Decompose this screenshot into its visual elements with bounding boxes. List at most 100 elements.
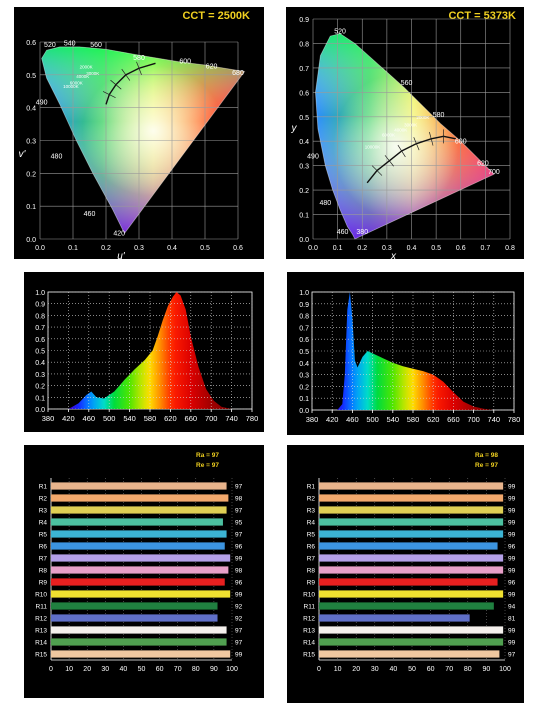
value-label: 99 xyxy=(508,592,516,599)
cri-bar xyxy=(51,566,229,574)
y-tick-label: 0.1 xyxy=(35,395,45,402)
x-tick-label: 460 xyxy=(83,414,96,423)
category-label: R2 xyxy=(307,496,316,503)
x-tick-label: 380 xyxy=(306,415,319,424)
value-label: 94 xyxy=(508,604,516,611)
cct-label: 4000K xyxy=(394,127,407,132)
y-tick-label: 0.2 xyxy=(35,384,45,391)
y-tick-label: 0.1 xyxy=(299,396,309,403)
cct-label: 2000K xyxy=(80,64,93,69)
category-label: R9 xyxy=(307,580,316,587)
x-tick-label: 740 xyxy=(225,414,238,423)
cct-label: 4000K xyxy=(76,74,89,79)
y-tick-label: 0.3 xyxy=(299,373,309,380)
cri-bar xyxy=(319,566,504,574)
y-tick-label: 0.9 xyxy=(299,302,309,309)
cri-bar xyxy=(51,626,227,634)
category-label: R14 xyxy=(303,640,315,647)
x-tick-label: 20 xyxy=(83,666,91,673)
value-label: 96 xyxy=(508,580,516,587)
x-tick-label: 10 xyxy=(65,666,73,673)
y-tick-label: 0.4 xyxy=(35,360,45,367)
y-tick-label: 1.0 xyxy=(35,290,45,297)
category-label: R12 xyxy=(35,616,47,623)
isotherm-line xyxy=(413,137,420,151)
cct-label: 10000K xyxy=(365,145,381,150)
y-tick-label: 0.0 xyxy=(299,237,309,244)
wavelength-label: 560 xyxy=(90,42,102,49)
y-tick-label: 0.6 xyxy=(299,337,309,344)
category-label: R10 xyxy=(35,592,47,599)
cri-bar xyxy=(319,626,504,634)
x-tick-label: 0.3 xyxy=(134,245,144,252)
x-tick-label: 80 xyxy=(464,666,472,673)
spectrum-left-panel: 0.0 0.1 0.2 0.3 0.4 0.5 0.6 0.7 0.8 0.9 1.0 380 420 4… xyxy=(24,272,264,432)
cri-left-chart: Ra = 97 Re = 97 0 10 20 30 40 50 60 70 80 90 100 R1 97… xyxy=(35,452,243,673)
cct-label: 6000K xyxy=(382,132,395,137)
isotherm-line xyxy=(397,144,406,158)
planckian-locus xyxy=(105,62,156,105)
y-tick-label: 0.7 xyxy=(299,66,309,73)
category-label: R13 xyxy=(35,628,47,635)
cri-bar xyxy=(319,554,504,562)
cri-bar xyxy=(319,494,504,502)
x-tick-label: 0.0 xyxy=(35,245,45,252)
wavelength-label: 540 xyxy=(64,40,76,47)
y-axis-label: v' xyxy=(19,149,27,160)
wavelength-label: 480 xyxy=(319,200,331,207)
x-tick-label: 40 xyxy=(120,666,128,673)
x-tick-label: 90 xyxy=(483,666,491,673)
y-tick-label: 0.1 xyxy=(26,204,36,211)
value-label: 92 xyxy=(235,616,243,623)
y-tick-label: 0.8 xyxy=(299,41,309,48)
isotherm-line xyxy=(110,79,122,90)
x-tick-label: 0.3 xyxy=(382,245,392,252)
cri-left-panel: Ra = 97 Re = 97 0 10 20 30 40 50 60 70 80 90 100 R1 97… xyxy=(24,445,264,698)
cri-bar xyxy=(319,614,470,622)
cri-right-panel: Ra = 98 Re = 97 0 10 20 30 40 50 60 70 80 90 100 R1 99… xyxy=(287,445,524,703)
cri-annotation: Re = 97 xyxy=(196,462,219,469)
y-tick-label: 0.7 xyxy=(35,325,45,332)
x-tick-label: 620 xyxy=(427,415,440,424)
x-tick-label: 0.6 xyxy=(233,245,243,252)
cri-annotation: Ra = 98 xyxy=(475,452,498,459)
category-label: R4 xyxy=(307,520,316,527)
value-label: 95 xyxy=(235,520,243,527)
cie-uv-chart: CCT = 2500K 0.0 0.1 0.2 0.3 0.4 0.5 0.6 0.0 0.1 0.… xyxy=(19,10,251,259)
wavelength-label: 580 xyxy=(433,112,445,119)
value-label: 97 xyxy=(508,652,516,659)
y-tick-label: 0.1 xyxy=(299,213,309,220)
x-tick-label: 0.4 xyxy=(167,245,177,252)
x-tick-label: 80 xyxy=(192,666,200,673)
value-label: 97 xyxy=(235,640,243,647)
value-label: 99 xyxy=(508,496,516,503)
x-tick-label: 0.4 xyxy=(407,245,417,252)
x-tick-label: 0.7 xyxy=(481,245,491,252)
cct-label: 10000K xyxy=(63,84,79,89)
y-tick-label: 0.2 xyxy=(299,384,309,391)
x-tick-label: 0 xyxy=(49,666,53,673)
cri-bar xyxy=(51,602,218,610)
wavelength-label: 680 xyxy=(232,70,244,77)
x-tick-label: 50 xyxy=(408,666,416,673)
gamut-white-point xyxy=(41,46,245,234)
x-axis-label: x xyxy=(390,251,397,259)
wavelength-label: 580 xyxy=(133,55,145,62)
x-tick-label: 660 xyxy=(185,414,198,423)
y-axis-label: y xyxy=(291,123,298,134)
y-tick-label: 0.0 xyxy=(35,407,45,414)
y-tick-label: 0.3 xyxy=(299,164,309,171)
x-tick-label: 0.1 xyxy=(68,245,78,252)
value-label: 97 xyxy=(235,628,243,635)
x-tick-label: 0.1 xyxy=(333,245,343,252)
y-tick-label: 1.0 xyxy=(299,290,309,297)
cri-bar xyxy=(51,554,231,562)
y-tick-label: 0.5 xyxy=(299,349,309,356)
value-label: 96 xyxy=(235,580,243,587)
category-label: R15 xyxy=(303,652,315,659)
category-label: R6 xyxy=(307,544,316,551)
cie-xy-chart: CCT = 5373K 0.0 0.1 0.2 0.3 0.4 0.5 0.6 0.7 0.8 0.… xyxy=(291,10,517,259)
x-tick-label: 700 xyxy=(467,415,480,424)
x-tick-label: 460 xyxy=(346,415,359,424)
x-tick-label: 60 xyxy=(156,666,164,673)
